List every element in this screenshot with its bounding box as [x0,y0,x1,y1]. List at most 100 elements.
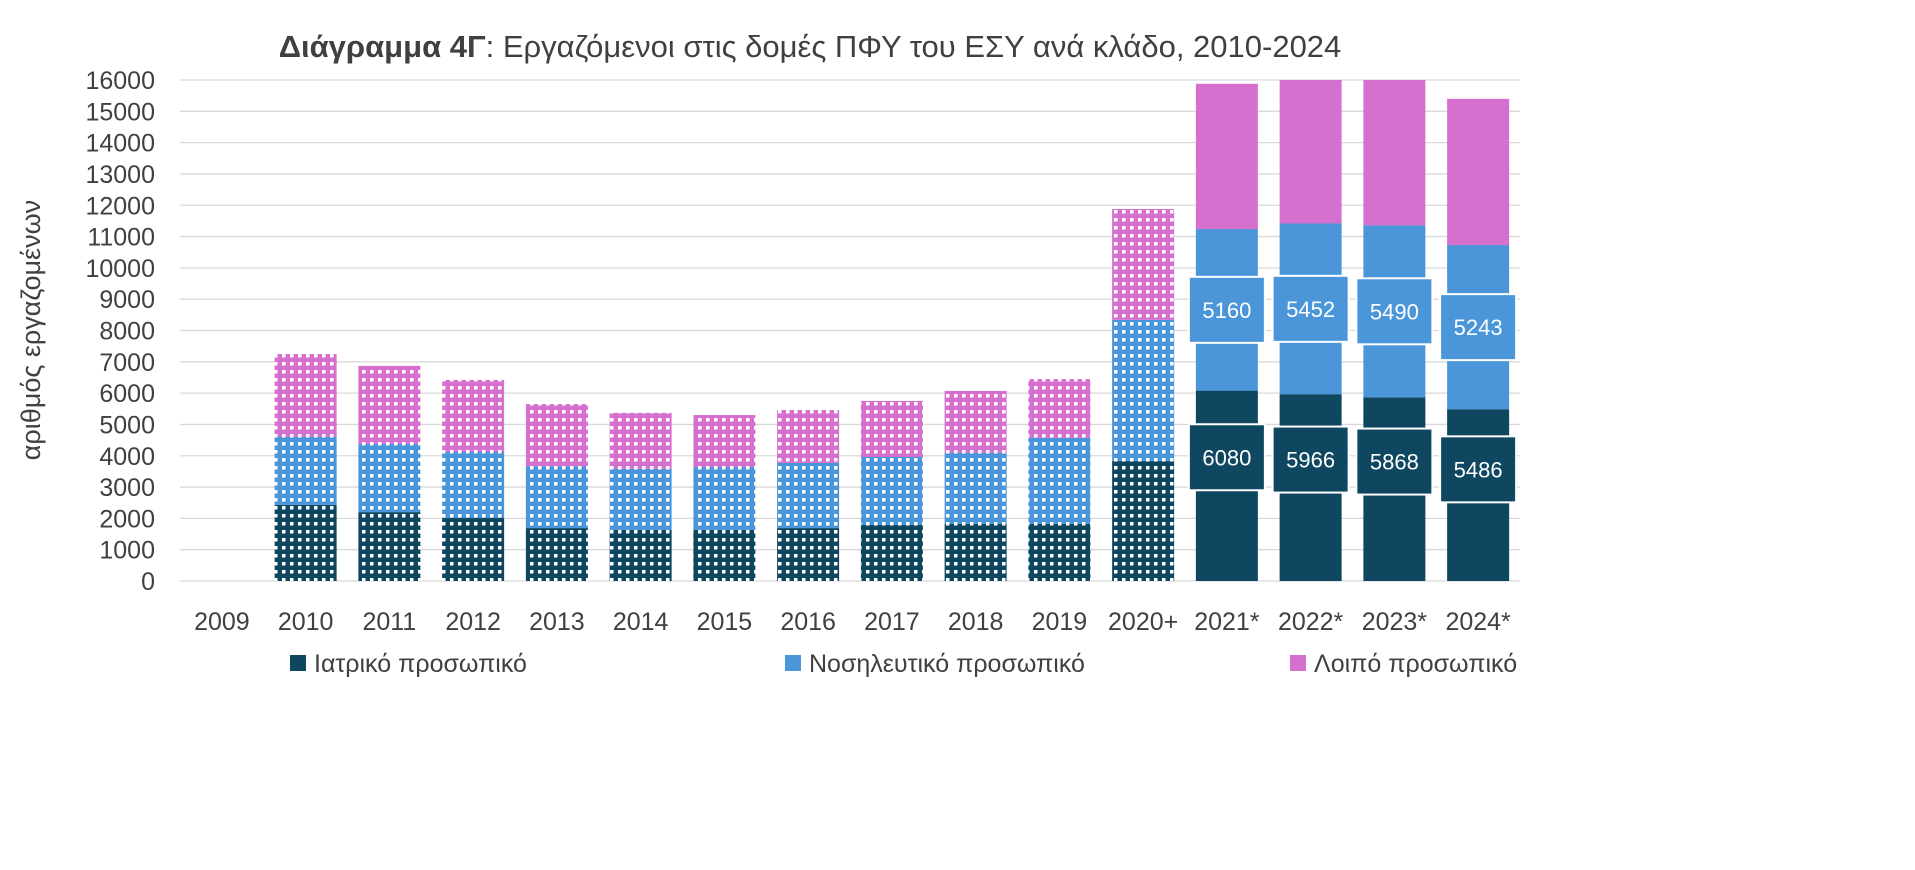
data-label: 5490 [1355,277,1434,346]
bar-segment [693,415,756,468]
x-tick-label: 2014 [613,608,669,636]
x-tick-label: 2011 [362,608,416,636]
legend-item: Νοσηλευτικό προσωπικό [785,650,1085,678]
bar-segment [693,529,756,581]
x-tick-label: 2024* [1445,608,1511,636]
data-label: 5160 [1187,275,1266,344]
legend-item: Ιατρικό προσωπικό [290,650,527,678]
bar-segment [944,452,1007,525]
data-label-box [1187,423,1266,492]
bar-segment [609,412,672,469]
legend-label: Λοιπό προσωπικό [1314,650,1517,678]
y-tick-label: 13000 [85,161,155,189]
y-tick-label: 11000 [87,224,155,252]
bar-segment [777,528,840,581]
data-label-text: 5486 [1454,457,1503,482]
legend-label: Νοσηλευτικό προσωπικό [809,650,1085,678]
y-tick-label: 12000 [85,192,155,220]
y-tick-label: 0 [141,568,155,596]
y-tick-label: 1000 [99,537,155,565]
bar-segment [777,410,840,463]
bar-segment [525,404,588,467]
x-tick-label: 2022* [1278,608,1344,636]
x-tick-label: 2019 [1032,608,1088,636]
legend-item: Λοιπό προσωπικό [1290,650,1517,678]
chart-title-rest: : Εργαζόμενοι στις δομές ΠΦΥ του ΕΣΥ ανά… [486,29,1342,64]
data-label: 5486 [1439,435,1518,504]
bar-segment [1279,80,1342,224]
data-label-text: 5243 [1454,315,1503,340]
x-tick-label: 2021* [1194,608,1260,636]
y-tick-label: 4000 [99,443,155,471]
bar-segment [442,451,505,519]
bar-segment [274,353,337,437]
bar-segment [693,467,756,530]
bar-segment [609,529,672,581]
bar-segment [525,466,588,529]
bar-segment [358,365,421,444]
bar-segment [1028,524,1091,581]
bar-segment [1195,83,1258,230]
y-tick-label: 2000 [99,505,155,533]
data-label: 5452 [1271,274,1350,343]
legend-swatch [1290,655,1306,671]
x-tick-label: 2009 [194,608,250,636]
y-tick-label: 3000 [99,474,155,502]
data-label-box [1439,293,1518,362]
legend-label: Ιατρικό προσωπικό [314,650,527,678]
x-tick-label: 2010 [278,608,334,636]
data-label-text: 5452 [1286,297,1335,322]
data-label-text: 5160 [1202,298,1251,323]
legend-swatch [785,655,801,671]
bar-segment [1112,461,1175,581]
x-tick-label: 2012 [445,608,501,636]
bar-segment [860,524,923,581]
data-label-box [1355,277,1434,346]
bar-segment [442,379,505,452]
data-label-text: 5966 [1286,448,1335,473]
y-tick-label: 14000 [85,130,155,158]
data-label: 5966 [1271,425,1350,494]
y-tick-label: 15000 [85,98,155,126]
data-label-box [1439,435,1518,504]
bar-segment [609,468,672,530]
x-tick-label: 2013 [529,608,585,636]
x-tick-label: 2016 [780,608,836,636]
bar-segment [442,518,505,581]
data-label-box [1271,274,1350,343]
y-tick-label: 10000 [85,255,155,283]
data-label-box [1355,427,1434,496]
x-tick-label: 2017 [864,608,920,636]
data-label-text: 5490 [1370,299,1419,324]
bar-segment [274,504,337,581]
data-label: 6080 [1187,423,1266,492]
data-label-box [1271,425,1350,494]
data-label: 5868 [1355,427,1434,496]
bar-segment [1447,98,1510,246]
legend-swatch [290,655,306,671]
bar-segment [1112,209,1175,320]
x-tick-label: 2023* [1362,608,1428,636]
bar-segment [1028,437,1091,525]
x-tick-label: 2015 [697,608,753,636]
bar-segment [944,524,1007,581]
bar-segment [358,443,421,513]
chart-title-bold: Διάγραμμα 4Γ [279,29,486,64]
bar-segment [860,400,923,458]
data-label-text: 5868 [1370,450,1419,475]
chart-title: Διάγραμμα 4Γ: Εργαζόμενοι στις δομές ΠΦΥ… [279,29,1342,64]
x-tick-label: 2020+ [1108,608,1178,636]
y-tick-label: 9000 [99,286,155,314]
y-tick-label: 6000 [99,380,155,408]
bar-segment [1028,379,1091,438]
bar-segment [860,457,923,525]
bar-segment [1112,319,1175,462]
data-label: 5243 [1439,293,1518,362]
bar-segment [1363,80,1426,226]
y-tick-label: 7000 [99,349,155,377]
y-tick-label: 8000 [99,318,155,346]
bar-segment [274,436,337,505]
y-tick-label: 5000 [99,411,155,439]
bar-segment [525,528,588,581]
